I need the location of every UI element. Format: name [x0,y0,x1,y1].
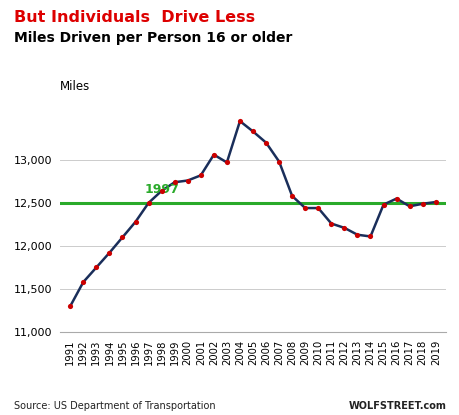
Text: Miles Driven per Person 16 or older: Miles Driven per Person 16 or older [14,31,291,45]
Text: 1997: 1997 [144,183,179,196]
Point [92,264,100,271]
Point [157,188,165,194]
Text: But Individuals  Drive Less: But Individuals Drive Less [14,10,254,25]
Point [79,279,87,286]
Point [314,205,321,211]
Point [145,200,152,206]
Point [288,193,295,199]
Point [132,219,139,225]
Point [327,220,334,227]
Point [431,199,438,205]
Text: WOLFSTREET.com: WOLFSTREET.com [347,401,445,411]
Point [366,233,373,240]
Point [118,234,126,241]
Point [67,303,74,310]
Point [223,159,230,166]
Point [405,203,413,210]
Point [301,205,308,211]
Text: Source: US Department of Transportation: Source: US Department of Transportation [14,401,215,411]
Point [392,195,399,202]
Point [210,151,217,158]
Point [379,201,386,208]
Point [418,200,425,207]
Point [184,177,191,184]
Point [106,249,113,256]
Point [353,232,360,238]
Point [275,158,282,165]
Point [236,118,243,124]
Point [340,225,347,231]
Point [171,179,178,186]
Point [262,139,269,146]
Text: Miles: Miles [60,81,90,93]
Point [196,172,204,179]
Point [249,128,256,135]
